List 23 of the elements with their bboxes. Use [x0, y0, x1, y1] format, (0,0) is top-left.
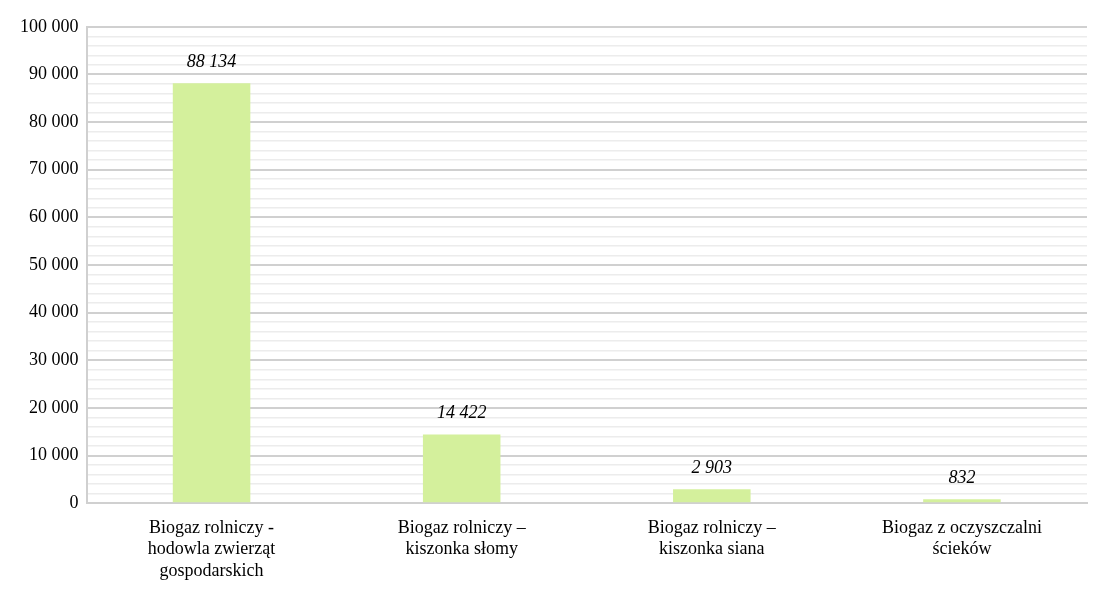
bar — [923, 499, 1001, 503]
y-tick-label: 90 000 — [29, 63, 79, 84]
bar — [422, 434, 501, 503]
y-tick-label: 0 — [69, 491, 79, 512]
data-label: 832 — [948, 466, 976, 487]
x-tick-label: Biogaz rolniczy – kiszonka słomy — [397, 516, 527, 559]
x-tick-label: Biogaz z oczyszczalni ścieków — [881, 516, 1042, 559]
y-tick-label: 10 000 — [29, 444, 79, 465]
x-tick-label: Biogaz rolniczy - hodowla zwierząt gospodarskich — [147, 516, 276, 580]
data-label: 2 903 — [691, 457, 733, 478]
y-tick-label: 20 000 — [29, 396, 79, 417]
y-tick-label: 40 000 — [29, 301, 79, 322]
data-label: 88 134 — [186, 51, 237, 72]
y-tick-label: 30 000 — [29, 349, 79, 370]
data-label: 14 422 — [436, 402, 487, 423]
y-tick-label: 80 000 — [29, 110, 79, 131]
bar — [172, 83, 251, 503]
y-tick-label: 100 000 — [20, 15, 79, 36]
x-tick-label: Biogaz rolniczy – kiszonka siana — [647, 516, 777, 559]
y-tick-label: 50 000 — [29, 253, 79, 274]
bar — [673, 489, 751, 503]
y-tick-label: 70 000 — [29, 158, 79, 179]
y-tick-label: 60 000 — [29, 206, 79, 227]
